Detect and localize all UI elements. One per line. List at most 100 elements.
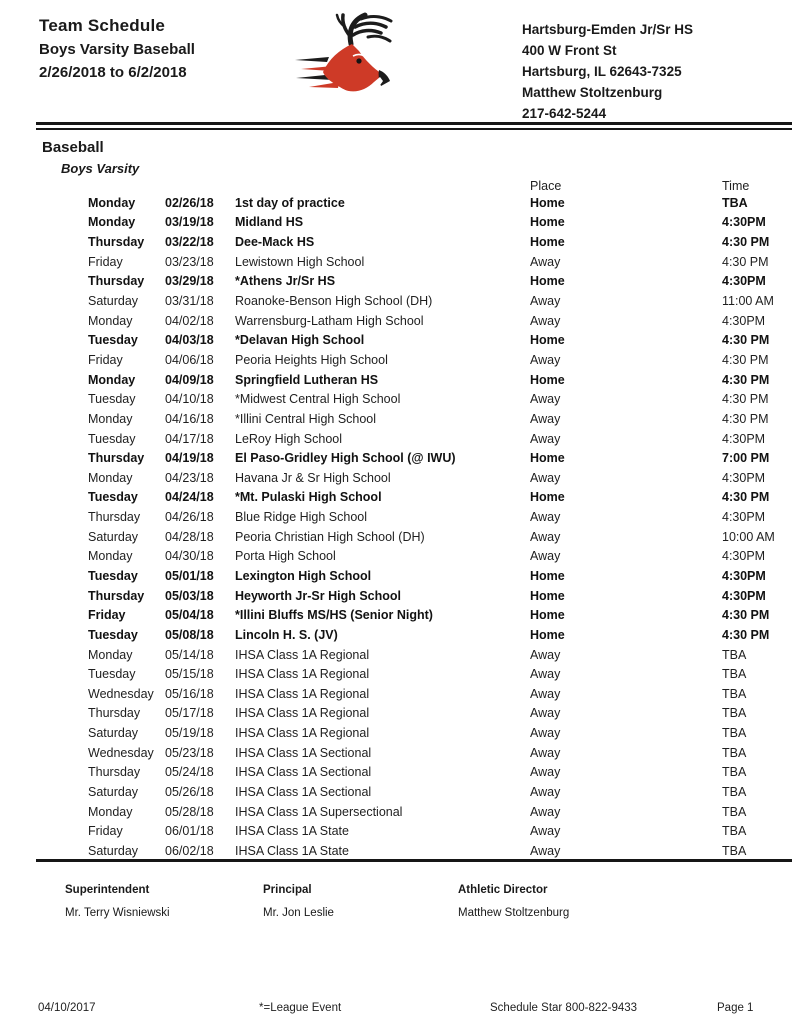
date-cell: 03/22/18 (165, 235, 214, 250)
schedule-row: Friday 03/23/18 Lewistown High School Aw… (35, 252, 792, 272)
schedule-row: Thursday 03/22/18 Dee-Mack HS Home 4:30 … (35, 232, 792, 252)
place-cell: Home (530, 215, 565, 230)
opponent-cell: *Athens Jr/Sr HS (235, 274, 336, 289)
day-cell: Tuesday (88, 568, 138, 583)
place-cell: Away (530, 706, 561, 721)
time-cell: 4:30 PM (722, 490, 770, 505)
footer-vendor: Schedule Star 800-822-9433 (490, 1002, 638, 1014)
school-name: Hartsburg-Emden Jr/Sr HS (522, 22, 694, 37)
date-cell: 03/31/18 (165, 294, 214, 309)
day-cell: Thursday (88, 510, 141, 525)
schedule-row: Wednesday 05/16/18 IHSA Class 1A Regiona… (35, 684, 792, 704)
time-cell: 4:30 PM (722, 411, 769, 426)
time-cell: 4:30PM (722, 313, 766, 328)
day-cell: Monday (88, 549, 133, 564)
opponent-cell: IHSA Class 1A Sectional (235, 765, 372, 780)
date-cell: 02/26/18 (165, 195, 214, 210)
schedule-row: Tuesday 04/10/18 *Midwest Central High S… (35, 389, 792, 409)
schedule-row: Monday 02/26/18 1st day of practice Home… (35, 193, 792, 213)
day-cell: Thursday (88, 235, 145, 250)
place-cell: Away (530, 686, 561, 701)
opponent-cell: IHSA Class 1A State (235, 843, 349, 858)
opponent-cell: Lexington High School (235, 568, 372, 583)
opponent-cell: Lincoln H. S. (JV) (235, 627, 338, 642)
contact-phone: 217-642-5244 (522, 106, 607, 121)
time-cell: 7:00 PM (722, 451, 770, 466)
day-cell: Tuesday (88, 667, 136, 682)
day-cell: Thursday (88, 274, 145, 289)
opponent-cell: Blue Ridge High School (235, 510, 368, 525)
time-cell: 4:30 PM (722, 235, 770, 250)
place-cell: Away (530, 254, 561, 269)
schedule-row: Saturday 06/02/18 IHSA Class 1A State Aw… (35, 841, 792, 861)
time-cell: 4:30 PM (722, 392, 769, 407)
official-title: Athletic Director (458, 884, 548, 896)
schedule-row: Tuesday 05/08/18 Lincoln H. S. (JV) Home… (35, 625, 792, 645)
officials-section: Superintendent Mr. Terry Wisniewski Prin… (35, 884, 795, 919)
schedule-row: Monday 04/23/18 Havana Jr & Sr High Scho… (35, 468, 792, 488)
schedule-row: Thursday 03/29/18 *Athens Jr/Sr HS Home … (35, 272, 792, 292)
opponent-cell: IHSA Class 1A Regional (235, 667, 370, 682)
place-cell: Home (530, 588, 565, 603)
place-cell: Away (530, 529, 561, 544)
date-cell: 05/23/18 (165, 745, 214, 760)
place-cell: Home (530, 235, 565, 250)
footer-page-number: Page 1 (717, 1002, 754, 1014)
official-title: Superintendent (65, 884, 150, 896)
schedule-row: Wednesday 05/23/18 IHSA Class 1A Section… (35, 743, 792, 763)
sport-heading: Baseball (42, 139, 104, 156)
date-cell: 05/24/18 (165, 765, 214, 780)
official-name: Matthew Stoltzenburg (458, 907, 570, 919)
opponent-cell: Midland HS (235, 215, 304, 230)
date-cell: 05/01/18 (165, 568, 214, 583)
opponent-cell: Havana Jr & Sr High School (235, 470, 391, 485)
date-cell: 04/03/18 (165, 333, 214, 348)
day-cell: Saturday (88, 843, 139, 858)
contact-name: Matthew Stoltzenburg (522, 85, 663, 100)
place-cell: Away (530, 745, 561, 760)
place-cell: Away (530, 411, 561, 426)
opponent-cell: Peoria Heights High School (235, 352, 388, 367)
place-cell: Away (530, 549, 561, 564)
day-cell: Friday (88, 352, 123, 367)
place-cell: Away (530, 824, 561, 839)
date-cell: 06/02/18 (165, 843, 214, 858)
date-cell: 04/02/18 (165, 313, 214, 328)
place-cell: Away (530, 313, 561, 328)
day-cell: Thursday (88, 706, 141, 721)
time-cell: 4:30PM (722, 549, 766, 564)
team-subtitle: Boys Varsity Baseball (39, 41, 195, 58)
date-cell: 06/01/18 (165, 824, 214, 839)
opponent-cell: IHSA Class 1A Sectional (235, 785, 372, 800)
date-cell: 04/28/18 (165, 529, 214, 544)
date-cell: 04/10/18 (165, 392, 214, 407)
opponent-cell: Dee-Mack HS (235, 235, 315, 250)
place-cell: Away (530, 765, 561, 780)
time-cell: 4:30 PM (722, 608, 770, 623)
time-cell: 4:30PM (722, 274, 766, 289)
schedule-row: Thursday 05/17/18 IHSA Class 1A Regional… (35, 704, 792, 724)
day-cell: Saturday (88, 529, 139, 544)
schedule-row: Friday 05/04/18 *Illini Bluffs MS/HS (Se… (35, 605, 792, 625)
time-cell: TBA (722, 785, 747, 800)
schedule-row: Saturday 04/28/18 Peoria Christian High … (35, 527, 792, 547)
place-cell: Away (530, 510, 561, 525)
schedule-row: Monday 04/02/18 Warrensburg-Latham High … (35, 311, 792, 331)
date-cell: 05/19/18 (165, 726, 214, 741)
official-athletic-director: Athletic Director Matthew Stoltzenburg (458, 884, 795, 919)
date-cell: 04/09/18 (165, 372, 214, 387)
date-cell: 05/16/18 (165, 686, 214, 701)
schedule-row: Tuesday 05/15/18 IHSA Class 1A Regional … (35, 664, 792, 684)
schedule-row: Thursday 04/26/18 Blue Ridge High School… (35, 507, 792, 527)
day-cell: Tuesday (88, 333, 138, 348)
day-cell: Saturday (88, 785, 139, 800)
schedule-table-body: Monday 02/26/18 1st day of practice Home… (35, 193, 792, 861)
day-cell: Monday (88, 411, 133, 426)
date-cell: 05/26/18 (165, 785, 214, 800)
day-cell: Monday (88, 470, 133, 485)
time-cell: 4:30 PM (722, 333, 770, 348)
date-cell: 05/08/18 (165, 627, 214, 642)
date-range: 2/26/2018 to 6/2/2018 (39, 64, 187, 81)
header-left: Team Schedule Boys Varsity Baseball 2/26… (39, 16, 195, 81)
